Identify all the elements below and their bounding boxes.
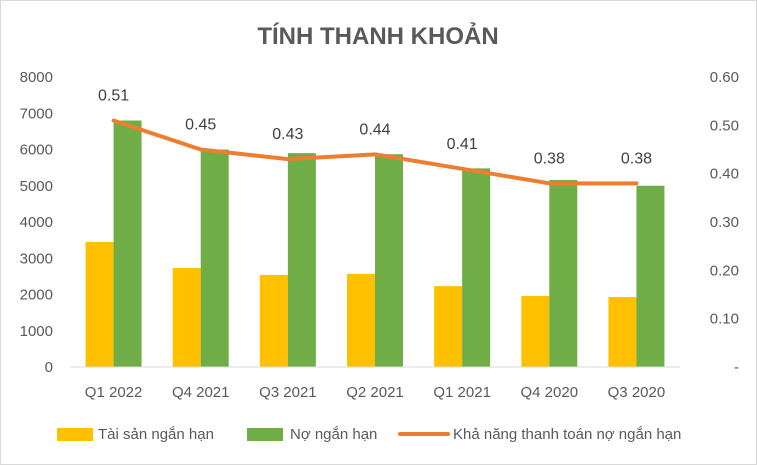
x-tick-label: Q1 2021: [433, 384, 491, 401]
bar-tai-san-ngan-han: [608, 297, 637, 367]
data-label: 0.38: [621, 150, 652, 167]
y-right-tick-label: -: [734, 359, 739, 376]
bar-no-ngan-han: [287, 153, 316, 367]
y-left-tick-label: 1000: [20, 323, 53, 340]
bar-no-ngan-han: [636, 185, 665, 367]
bar-tai-san-ngan-han: [259, 274, 288, 367]
legend-swatch: [247, 428, 283, 441]
data-label: 0.43: [272, 126, 303, 143]
bar-no-ngan-han: [375, 154, 403, 367]
data-label: 0.44: [359, 121, 390, 138]
data-label: 0.45: [185, 117, 216, 134]
x-tick-label: Q4 2020: [521, 384, 579, 401]
bar-tai-san-ngan-han: [172, 268, 201, 367]
bar-no-ngan-han: [200, 149, 229, 367]
bar-tai-san-ngan-han: [347, 273, 375, 367]
bar-tai-san-ngan-han: [85, 241, 114, 367]
series-line-kha-nang-thanh-toan: [111, 118, 639, 186]
y-left-tick-label: 0: [45, 359, 53, 376]
bar-tai-san-ngan-han: [521, 295, 550, 367]
x-tick-label: Q3 2020: [608, 384, 666, 401]
y-left-tick-label: 7000: [20, 105, 53, 122]
y-left-tick-label: 4000: [20, 214, 53, 231]
x-tick-label: Q3 2021: [259, 384, 317, 401]
y-right-tick-label: 0.20: [710, 262, 739, 279]
data-label: 0.38: [534, 150, 565, 167]
x-tick-label: Q2 2021: [346, 384, 404, 401]
legend-swatch: [57, 428, 93, 441]
bar-no-ngan-han: [549, 179, 578, 367]
y-left-tick-label: 5000: [20, 178, 53, 195]
x-tick-label: Q4 2021: [172, 384, 230, 401]
data-label: 0.41: [447, 136, 478, 153]
plot-area: 0 1000 2000 3000 4000 5000 6000 7000 8000 - 0.10 0.…: [20, 69, 739, 401]
y-right-tick-label: 0.40: [710, 166, 739, 183]
y-right-tick-label: 0.30: [710, 214, 739, 231]
y-right-tick-label: 0.10: [710, 311, 739, 328]
y-left-tick-label: 2000: [20, 287, 53, 304]
y-left-tick-label: 3000: [20, 250, 53, 267]
bar-tai-san-ngan-han: [434, 286, 463, 367]
y-right-tick-label: 0.60: [710, 69, 739, 86]
chart-title: TÍNH THANH KHOẢN: [257, 21, 498, 50]
x-tick-label: Q1 2022: [85, 384, 143, 401]
legend-item-tai-san-ngan-han: Tài sản ngắn hạn: [98, 426, 214, 443]
bar-no-ngan-han: [462, 168, 491, 367]
bar-no-ngan-han: [113, 120, 142, 367]
legend-item-kha-nang-thanh-toan: Khả năng thanh toán nợ ngắn hạn: [453, 426, 681, 443]
data-label: 0.51: [98, 88, 129, 105]
y-left-tick-label: 8000: [20, 69, 53, 86]
y-right-tick-label: 0.50: [710, 117, 739, 134]
legend-item-no-ngan-han: Nợ ngắn hạn: [290, 426, 377, 443]
legend: Tài sản ngắn hạn Nợ ngắn hạn Khả năng than…: [57, 426, 681, 443]
y-left-tick-label: 6000: [20, 142, 53, 159]
